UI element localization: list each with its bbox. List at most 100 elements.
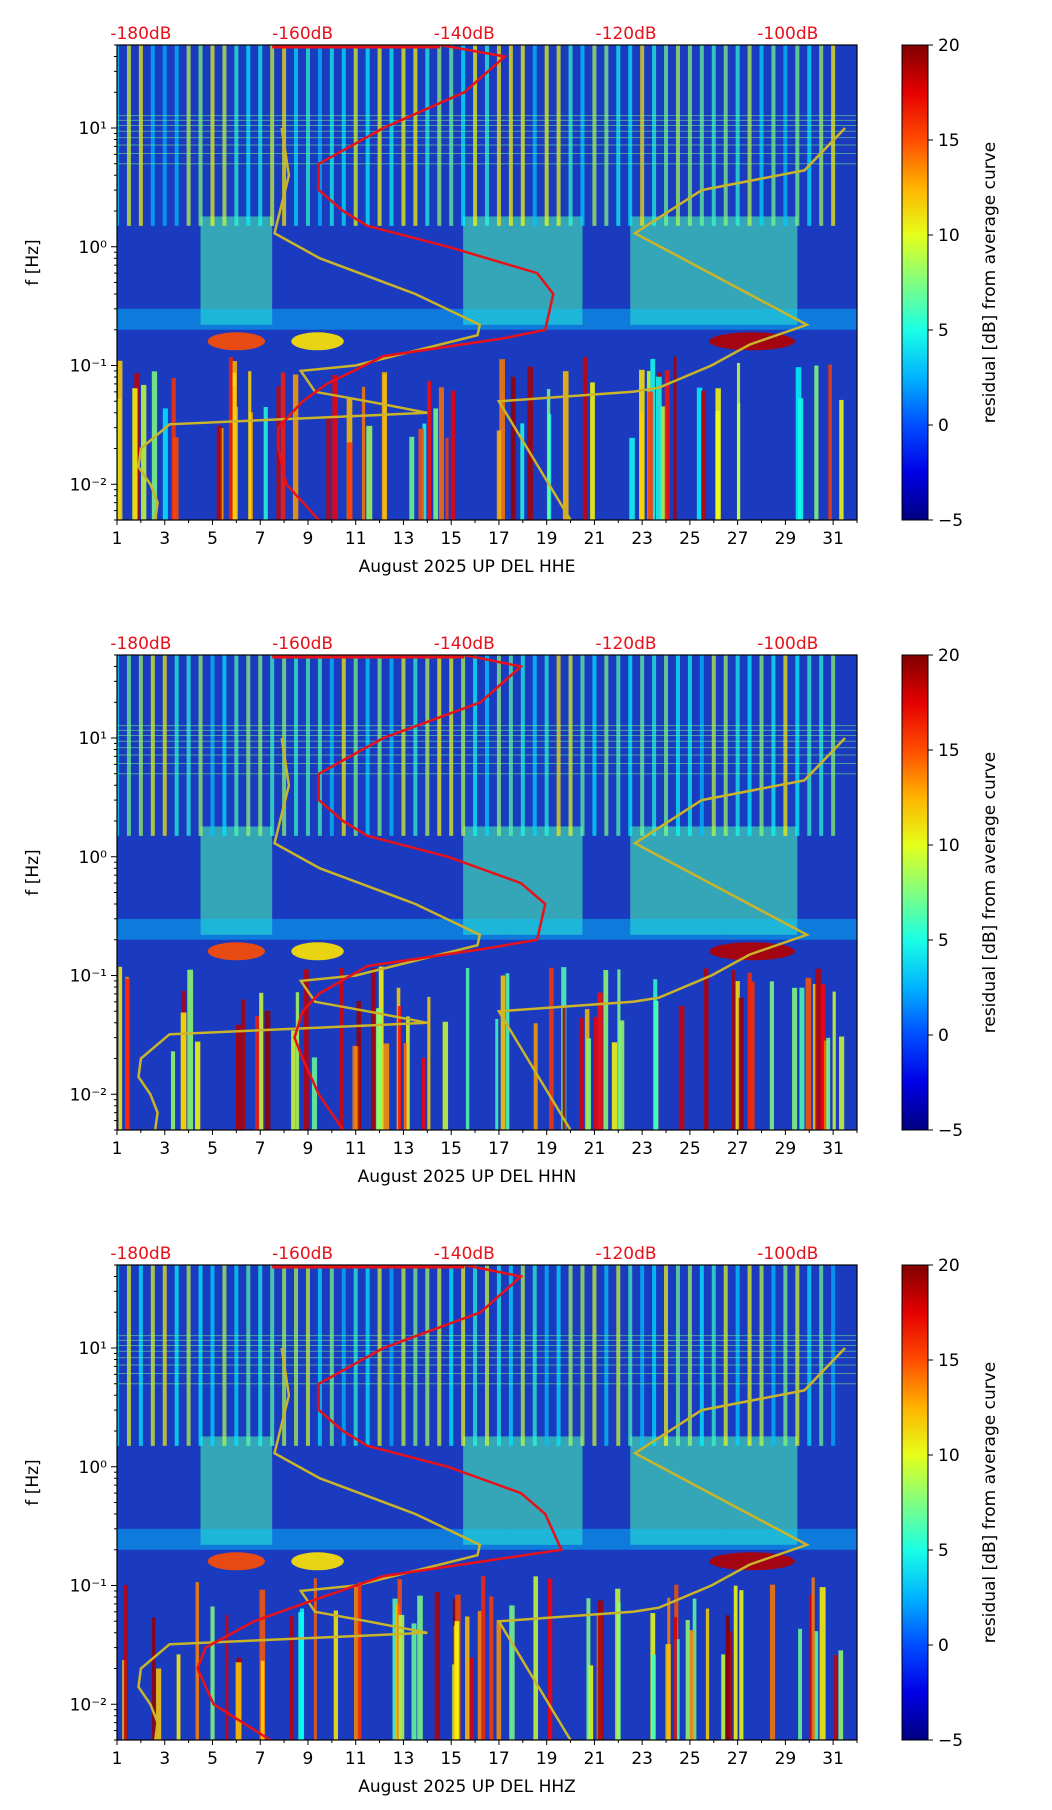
heatmap-glow-region	[630, 826, 726, 935]
heatmap-streak-high	[162, 1265, 167, 1446]
heatmap-glow-region	[200, 216, 273, 325]
y-tick-label: 10⁻²	[70, 475, 107, 495]
heatmap-spike-low	[611, 1042, 618, 1130]
noise-model-low-curve	[496, 737, 847, 1130]
heatmap-streak-high	[747, 1265, 752, 1446]
heatmap-spike-low	[597, 992, 603, 1130]
heatmap-streak-high	[126, 1265, 131, 1446]
heatmap-streak-high	[341, 655, 346, 836]
heatmap-streak-high	[759, 45, 764, 226]
heatmap-streak-high	[795, 45, 800, 226]
heatmap-streak-high	[198, 655, 203, 836]
db-scale-label: -180dB	[110, 24, 171, 44]
heatmap-streak-high	[783, 45, 788, 226]
heatmap-streak-high	[723, 1265, 728, 1446]
heatmap-spike-low	[195, 1582, 200, 1740]
x-tick-label: 1	[112, 1139, 123, 1159]
colorbar-tick-label: 0	[938, 1026, 949, 1046]
heatmap-spike-low	[664, 370, 670, 520]
heatmap-glow-region	[630, 216, 726, 325]
heatmap-streak-high	[449, 655, 454, 836]
x-tick-label: 19	[536, 1139, 558, 1159]
heatmap-streak-high	[222, 655, 227, 836]
heatmap-spike-low	[660, 406, 667, 520]
heatmap-streak-high	[532, 45, 537, 226]
heatmap-streak-high	[461, 1265, 466, 1446]
heatmap-streak-high	[699, 655, 704, 836]
heatmap-spike-low	[392, 1598, 398, 1740]
heatmap-spike-low	[509, 1605, 515, 1740]
heatmap-streak-high	[162, 45, 167, 226]
heatmap-spike-low	[727, 1631, 733, 1740]
heatmap-spike-low	[665, 1644, 671, 1740]
heatmap-streak-high	[305, 45, 310, 226]
heatmap-spike-low	[422, 423, 427, 520]
colorbar-gradient	[901, 44, 929, 521]
db-scale-label: -140dB	[434, 1244, 495, 1264]
colorbar-tick-label: 10	[938, 1446, 960, 1466]
heatmap-streak-high	[556, 655, 561, 836]
heatmap-streak-high	[317, 1265, 322, 1446]
x-tick-label: 27	[727, 1749, 749, 1769]
heatmap-spike-low	[495, 1018, 499, 1130]
heatmap-spike-low	[489, 1596, 494, 1740]
heatmap-band	[117, 308, 857, 330]
y-axis-label: f [Hz]	[23, 849, 43, 895]
x-tick-label: 23	[631, 1749, 653, 1769]
heatmap-streak-high	[174, 655, 179, 836]
x-tick-label: 9	[303, 529, 314, 549]
heatmap-streak-high	[735, 1265, 740, 1446]
x-tick-label: 21	[584, 529, 606, 549]
colorbar-tick-label: 5	[938, 931, 949, 951]
heatmap-streak-high	[771, 655, 776, 836]
heatmap-streak-high	[640, 1265, 645, 1446]
heatmap-spike-low	[750, 981, 755, 1130]
heatmap-spike-low	[210, 1606, 215, 1740]
heatmap-spike-low	[597, 1600, 604, 1740]
heatmap-streak-high	[150, 655, 155, 836]
heatmap-spike-low	[125, 978, 131, 1130]
colorbar-tick-label: 15	[938, 1351, 960, 1371]
colorbar-tick-label: 20	[938, 1256, 960, 1276]
heatmap-spike-low	[398, 1614, 405, 1740]
colorbar-tick-label: 20	[938, 36, 960, 56]
spectrogram-panel-3: 1 3 5 7 9 11 13 15 17 19 21 23 25 27 29 3110¹10⁰10⁻¹10⁻…	[23, 1244, 858, 1797]
heatmap-streak-high	[592, 655, 597, 836]
heatmap-streak-high	[520, 1265, 525, 1446]
heatmap-streak-high	[270, 1265, 275, 1446]
x-tick-label: 5	[207, 1139, 218, 1159]
heatmap-streak-high	[580, 1265, 585, 1446]
heatmap-glow-region	[200, 826, 273, 935]
heatmap-streak-high	[294, 1265, 299, 1446]
heatmap-spike-low	[332, 375, 339, 520]
y-tick-label: 10⁻¹	[70, 967, 107, 987]
heatmap-streak-high	[783, 1265, 788, 1446]
heatmap-spike-low	[235, 1024, 242, 1130]
heatmap-spike-low	[132, 388, 138, 520]
heatmap-spike-low	[769, 1584, 776, 1740]
heatmap-streak-high	[807, 1265, 812, 1446]
heatmap-spike-low	[123, 1584, 128, 1740]
heatmap-spike-low	[651, 1654, 656, 1740]
heatmap-spike-low	[696, 387, 703, 520]
heatmap-streak-high	[496, 45, 501, 226]
x-tick-label: 29	[775, 1139, 797, 1159]
heatmap-streak-high	[520, 655, 525, 836]
heatmap-spike-low	[655, 376, 662, 520]
heatmap-streak-high	[568, 1265, 573, 1446]
heatmap-streak-high	[592, 45, 597, 226]
heatmap-streak-high	[711, 45, 716, 226]
heatmap-streak-high	[341, 1265, 346, 1446]
db-scale-label: -160dB	[272, 634, 333, 654]
colorbar-label: residual [dB] from average curve	[980, 142, 1000, 423]
heatmap-spike-low	[617, 969, 621, 1130]
y-axis-label: f [Hz]	[23, 239, 43, 285]
spectrogram-panel-2: 1 3 5 7 9 11 13 15 17 19 21 23 25 27 29 3110¹10⁰10⁻¹10⁻…	[23, 634, 858, 1187]
heatmap-streak-high	[353, 45, 358, 226]
heatmap-streak-high	[270, 655, 275, 836]
heatmap-spike-low	[454, 1621, 460, 1740]
heatmap-streak-high	[831, 1265, 836, 1446]
heatmap-streak-high	[186, 1265, 191, 1446]
heatmap-streak-high	[831, 45, 836, 226]
